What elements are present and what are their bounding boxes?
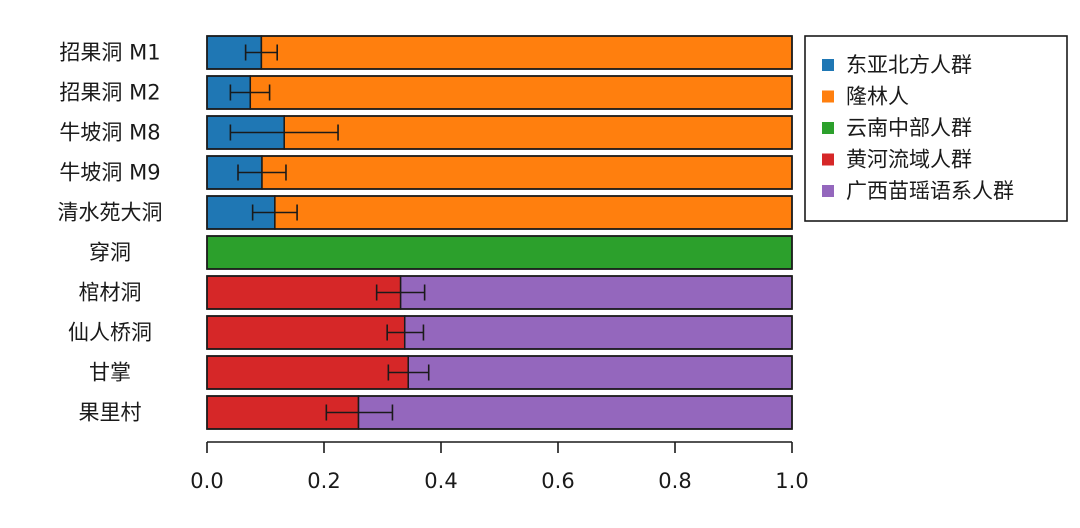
category-label: 清水苑大洞 xyxy=(58,201,163,225)
legend-box xyxy=(804,35,1068,222)
category-label: 仙人桥洞 xyxy=(68,321,152,345)
bar-outline-row3 xyxy=(206,155,793,190)
bar-outline-row6 xyxy=(206,275,793,310)
bar-segment-row3-series1 xyxy=(261,155,793,190)
category-labels: 招果洞 M1 招果洞 M2 牛坡洞 M8 牛坡洞 M9 清水苑大洞穿洞棺材洞仙人桥洞甘掌… xyxy=(58,41,163,425)
category-label: 穿洞 xyxy=(89,241,131,265)
bars-group xyxy=(206,35,793,430)
bar-segment-row6-series4 xyxy=(399,275,793,310)
x-tick-label: 1.0 xyxy=(775,469,808,493)
bar-outline-row7 xyxy=(206,315,793,350)
category-label: 棺材洞 xyxy=(79,281,142,305)
bar-outline-row1 xyxy=(206,75,793,110)
bar-segment-row8-series3 xyxy=(206,355,409,390)
x-tick-label: 0.6 xyxy=(541,469,574,493)
bar-segment-row4-series1 xyxy=(274,195,793,230)
bar-segment-row8-series4 xyxy=(407,355,793,390)
bar-outline-row9 xyxy=(206,395,793,430)
x-axis: 0.0 0.2 0.4 0.6 0.8 1.0 xyxy=(190,441,809,493)
bar-outline-row2 xyxy=(206,115,793,150)
category-label: 甘掌 xyxy=(89,361,131,385)
legend-label: 广西苗瑶语系人群 xyxy=(846,179,1014,203)
x-tick-label: 0.2 xyxy=(307,469,340,493)
legend-label: 云南中部人群 xyxy=(846,116,972,140)
bar-segment-row1-series1 xyxy=(249,75,793,110)
legend-swatch xyxy=(822,153,834,166)
legend-swatch xyxy=(822,59,834,71)
bar-segment-row6-series3 xyxy=(206,275,402,310)
legend-label: 隆林人 xyxy=(846,85,909,109)
category-label: 果里村 xyxy=(79,401,142,425)
bar-segment-row5-series2 xyxy=(206,235,793,270)
bar-segment-row7-series3 xyxy=(206,315,406,350)
bar-outline-row0 xyxy=(206,35,793,70)
x-tick-label: 0.0 xyxy=(190,469,223,493)
bar-segment-row0-series1 xyxy=(260,35,793,70)
category-label: 招果洞 M1 xyxy=(59,41,160,65)
bar-segment-row9-series4 xyxy=(357,395,793,430)
legend-swatch xyxy=(822,185,834,197)
bar-outline-row4 xyxy=(206,195,793,230)
category-label: 牛坡洞 M8 xyxy=(59,121,160,145)
bar-outline-row5 xyxy=(206,235,793,270)
bar-segment-row7-series4 xyxy=(403,315,793,350)
x-tick-label: 0.8 xyxy=(658,469,691,493)
category-label: 牛坡洞 M9 xyxy=(59,161,160,185)
bar-outline-row8 xyxy=(206,355,793,390)
legend-swatch xyxy=(822,90,834,103)
x-tick-label: 0.4 xyxy=(424,469,457,493)
legend-label: 黄河流域人群 xyxy=(846,148,972,172)
category-label: 招果洞 M2 xyxy=(59,81,160,105)
bar-segment-row2-series1 xyxy=(283,115,793,150)
legend-swatch xyxy=(822,122,834,134)
legend-label: 东亚北方人群 xyxy=(846,53,972,77)
